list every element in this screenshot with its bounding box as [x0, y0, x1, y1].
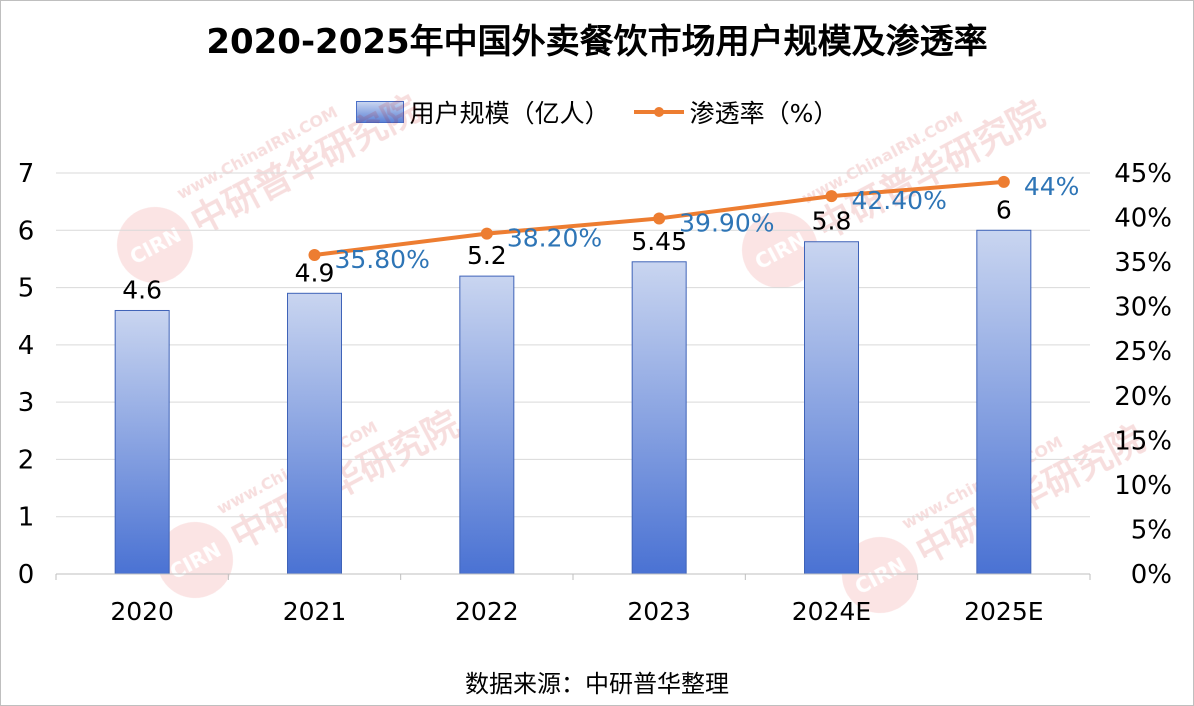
- y-right-tick-label: 20%: [1114, 382, 1172, 412]
- y-right-tick-label: 25%: [1114, 337, 1172, 367]
- legend-label-penetration: 渗透率（%）: [689, 99, 839, 128]
- line-point: [997, 175, 1010, 188]
- bar: [976, 229, 1032, 575]
- x-tick-label: 2023: [627, 597, 691, 626]
- legend-item-penetration: 渗透率（%）: [633, 94, 839, 130]
- y-left-tick-label: 0: [18, 560, 35, 590]
- line-point: [308, 248, 321, 261]
- source-note: 数据来源：中研普华整理: [465, 670, 729, 698]
- data-labels: 4.6 4.9 5.2 5.45 5.8 6 35.80% 38.20% 39.90% 42.40…: [122, 172, 1079, 305]
- y-right-tick-label: 45%: [1114, 159, 1172, 189]
- watermark-logo-icon: [842, 537, 918, 613]
- line-value-label: 42.40%: [852, 186, 947, 215]
- chart-title: 2020-2025年中国外卖餐饮市场用户规模及渗透率: [206, 22, 988, 62]
- x-tick-label: 2021: [283, 597, 347, 626]
- bar: [804, 241, 859, 575]
- line-series: [308, 175, 1010, 261]
- bar: [287, 292, 342, 575]
- legend-bar-swatch: [355, 101, 404, 123]
- x-tick-label: 2022: [455, 597, 519, 626]
- y-left-tick-label: 1: [18, 503, 35, 533]
- y-right-tick-label: 5%: [1131, 515, 1172, 545]
- bar-value-label: 4.9: [295, 258, 335, 287]
- y-left-tick-label: 5: [18, 274, 35, 304]
- y-left-tick-label: 7: [18, 159, 35, 189]
- gridlines: [56, 172, 1090, 518]
- bar: [631, 261, 687, 575]
- line-value-label: 39.90%: [679, 208, 774, 237]
- bar: [114, 309, 170, 575]
- y-right-tick-label: 40%: [1114, 204, 1172, 234]
- watermark-logo-icon: [157, 522, 233, 598]
- bar-series: [114, 229, 1032, 575]
- bar-value-label: 5.8: [812, 207, 852, 236]
- line-point: [653, 212, 666, 225]
- line-point: [825, 190, 838, 203]
- bar-value-label: 5.45: [631, 227, 687, 256]
- line-value-label: 44%: [1024, 172, 1080, 201]
- axes: 2020 2021 2022 2023 2024E 2025E 0 1 2 3 4 5 6 7 0% 5% 10…: [18, 159, 1172, 626]
- watermark-logo-icon: [742, 212, 818, 288]
- legend-line-swatch: [633, 107, 684, 117]
- y-left-tick-label: 2: [18, 445, 35, 475]
- x-tick-label: 2025E: [964, 597, 1043, 626]
- chart-legend: 用户规模（亿人） 渗透率（%）: [0, 94, 1194, 130]
- bar-value-label: 6: [996, 195, 1012, 224]
- legend-item-user-scale: 用户规模（亿人）: [355, 94, 610, 130]
- y-right-tick-label: 10%: [1114, 471, 1172, 501]
- y-right-tick-label: 0%: [1131, 560, 1172, 590]
- legend-label-user-scale: 用户规模（亿人）: [409, 99, 610, 128]
- bar-value-label: 5.2: [467, 241, 507, 270]
- watermark-logo-icon: [117, 207, 193, 283]
- y-left-tick-label: 3: [18, 388, 35, 418]
- y-left-tick-label: 6: [18, 216, 35, 246]
- line-value-label: 38.20%: [507, 224, 602, 253]
- y-right-tick-label: 30%: [1114, 293, 1172, 323]
- bar: [459, 275, 515, 575]
- y-left-tick-label: 4: [18, 331, 35, 361]
- x-tick-label: 2024E: [792, 597, 871, 626]
- line-value-label: 35.80%: [335, 245, 430, 274]
- bar-value-label: 4.6: [122, 275, 162, 304]
- y-right-tick-label: 15%: [1114, 426, 1172, 456]
- line-point: [480, 227, 493, 240]
- x-tick-label: 2020: [110, 597, 174, 626]
- y-right-tick-label: 35%: [1114, 248, 1172, 278]
